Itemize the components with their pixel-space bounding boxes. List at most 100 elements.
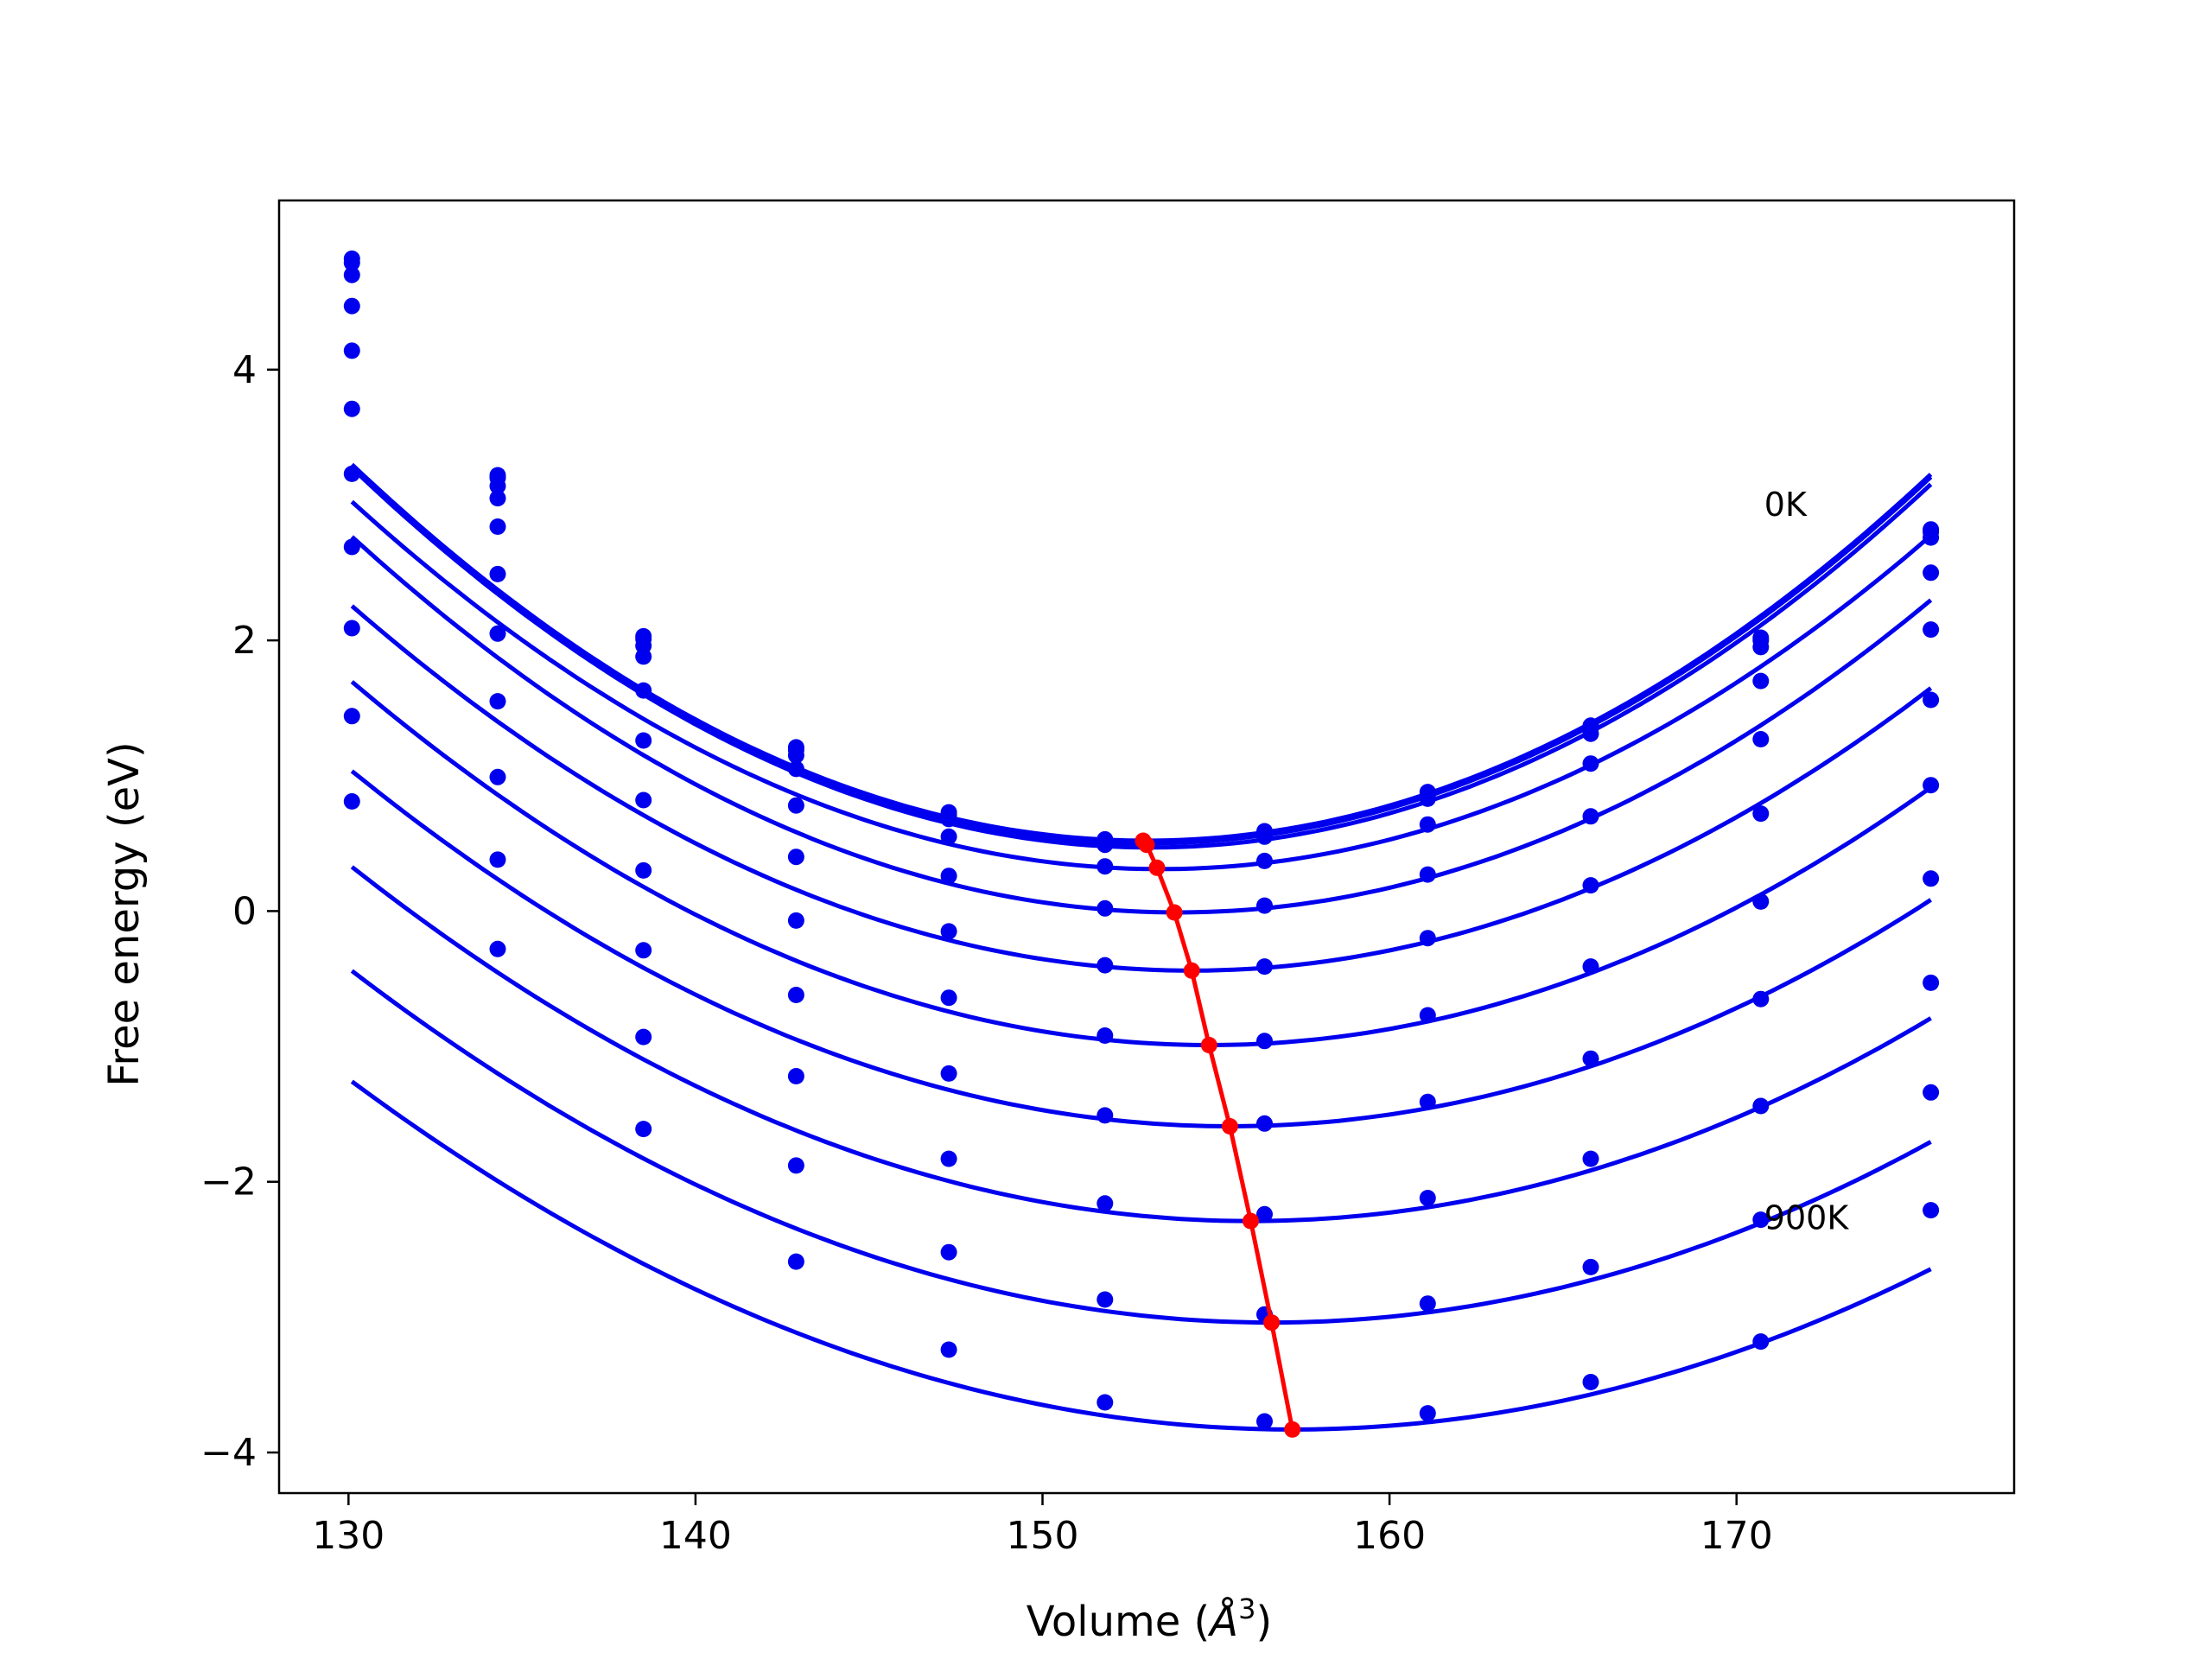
isotherm-5-point-9 [1752,805,1770,823]
y-tick-label-2: 0 [232,889,257,933]
x-tick-label-170: 170 [1700,1514,1773,1558]
isotherm-2-point-10 [1923,529,1940,546]
isotherm-7-point-0 [343,538,360,556]
isotherm-7-point-2 [635,861,652,879]
isotherm-6-point-10 [1923,777,1940,794]
isotherm-10-point-10 [1923,1202,1940,1219]
isotherm-10-point-1 [489,940,506,957]
isotherm-fit-8 [350,865,1932,1224]
minimum-energy-path [1135,832,1301,1438]
axes: 130 140 150 160 170 −4 −2 0 2 4 [200,199,2016,1558]
isotherm-9-point-5 [1096,1291,1114,1308]
isotherm-4-point-6 [1256,897,1273,914]
isotherm-3-point-10 [1923,564,1940,582]
isotherm-5-point-3 [787,849,804,866]
annotations: 0K 900K [1764,486,1850,1237]
isotherm-7-point-3 [787,987,804,1003]
y-axis-label: Free energy (eV) [100,741,149,1086]
minimum-path-line [1141,839,1295,1430]
isotherm-3-point-8 [1582,755,1599,772]
isotherm-9-point-10 [1923,1084,1940,1101]
isotherm-10-point-5 [1096,1394,1114,1411]
isotherm-3-point-6 [1256,852,1273,869]
isotherm-8-point-10 [1923,974,1940,991]
isotherm-4-point-7 [1419,866,1436,883]
minimum-point-7 [1243,1212,1259,1230]
isotherm-3-point-3 [787,760,804,778]
isotherm-10-point-6 [1256,1413,1273,1430]
isotherm-4-point-2 [635,682,652,699]
isotherm-6-point-1 [489,625,506,642]
isotherm-9-point-8 [1582,1258,1599,1275]
isotherm-10-point-2 [635,1121,652,1138]
isotherm-fit-3 [350,499,1933,872]
minimum-point-4 [1183,962,1200,979]
isotherm-8-point-8 [1582,1150,1599,1167]
isotherm-2-point-4 [940,810,957,828]
y-tick-label-3: 2 [232,619,257,663]
minimum-point-2 [1148,859,1166,876]
isotherm-4-point-1 [489,518,506,535]
isotherm-8-point-4 [940,1150,957,1167]
isotherm-5-point-8 [1582,877,1599,894]
y-tick-label-4: 4 [232,348,257,392]
isotherm-6-point-4 [940,989,957,1007]
isotherm-6-point-9 [1752,893,1770,910]
isotherm-4-point-9 [1752,731,1770,747]
x-tick-label-160: 160 [1353,1514,1426,1558]
isotherm-fit-10 [350,1079,1932,1432]
isotherm-fit-4 [350,535,1933,915]
minimum-point-6 [1221,1118,1238,1135]
isotherm-3-point-0 [343,297,360,315]
isotherm-curves [350,462,1933,1432]
isotherm-5-point-2 [635,732,652,749]
isotherm-9-point-9 [1752,1211,1770,1229]
isotherm-5-point-4 [940,923,957,940]
isotherm-3-point-1 [489,490,506,507]
isotherm-2-point-7 [1419,790,1436,807]
isotherm-fit-6 [350,680,1933,1048]
isotherm-2-point-0 [343,266,360,283]
isotherm-5-point-7 [1419,930,1436,947]
isotherm-8-point-1 [489,768,506,785]
minimum-point-9 [1284,1421,1301,1438]
isotherm-6-point-8 [1582,958,1599,976]
isotherm-2-point-6 [1256,828,1273,845]
isotherm-9-point-2 [635,1028,652,1046]
isotherm-8-point-2 [635,942,652,959]
isotherm-5-point-10 [1923,691,1940,709]
isotherm-2-point-3 [787,747,804,764]
isotherm-7-point-7 [1419,1093,1436,1110]
x-tick-label-140: 140 [659,1514,732,1558]
isotherm-7-point-5 [1096,1107,1114,1124]
isotherm-6-point-2 [635,791,652,809]
isotherm-6-point-0 [343,465,360,482]
isotherm-5-point-0 [343,400,360,417]
isotherm-8-point-0 [343,620,360,637]
isotherm-4-point-3 [787,797,804,814]
annotation-0: 0K [1764,486,1808,524]
isotherm-3-point-9 [1752,672,1770,690]
isotherm-10-point-0 [343,793,360,810]
isotherm-3-point-2 [635,648,652,665]
isotherm-2-point-8 [1582,725,1599,742]
annotation-1: 900K [1764,1199,1850,1237]
isotherm-3-point-5 [1096,858,1114,875]
isotherm-8-point-7 [1419,1190,1436,1206]
minimum-point-8 [1263,1314,1281,1332]
isotherm-4-point-4 [940,868,957,885]
isotherm-7-point-8 [1582,1050,1599,1067]
isotherm-10-point-7 [1419,1405,1436,1422]
isotherm-4-point-8 [1582,808,1599,825]
isotherm-3-point-7 [1419,816,1436,833]
isotherm-10-point-3 [787,1253,804,1270]
plot-frame [277,199,2016,1495]
isotherm-8-point-9 [1752,1097,1770,1115]
isotherm-5-point-5 [1096,957,1114,974]
isotherm-7-point-1 [489,693,506,710]
x-tick-label-130: 130 [312,1514,385,1558]
isotherm-10-point-4 [940,1341,957,1358]
isotherm-5-point-1 [489,565,506,582]
isotherm-fit-2 [350,466,1933,850]
isotherm-10-point-8 [1582,1374,1599,1390]
